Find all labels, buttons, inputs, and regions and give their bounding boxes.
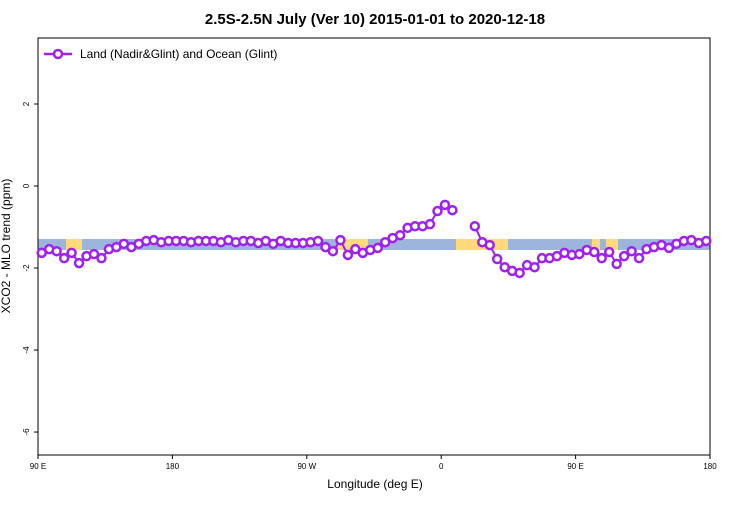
x-tick-label: 90 E: [567, 462, 583, 471]
y-tick-label: -4: [22, 346, 31, 354]
data-point: [96, 252, 107, 264]
data-point: [73, 257, 85, 269]
x-tick-label: 90 W: [297, 462, 316, 471]
data-point: [379, 236, 391, 248]
y-tick-label: 2: [22, 101, 31, 106]
series-line: [41, 203, 707, 275]
data-point: [51, 245, 62, 257]
data-point: [596, 252, 607, 264]
data-point: [424, 218, 436, 230]
data-point: [491, 253, 503, 265]
data-point: [469, 220, 481, 232]
x-tick-label: 180: [703, 462, 717, 471]
x-tick-label: 0: [439, 462, 444, 471]
y-axis-label: XCO2 - MLO trend (ppm): [0, 179, 13, 314]
y-tick-label: -6: [22, 428, 31, 436]
legend-marker: [52, 48, 64, 60]
data-point: [66, 247, 77, 259]
x-tick-label: 180: [166, 462, 180, 471]
data-point: [484, 239, 495, 251]
data-point: [342, 249, 354, 261]
data-point: [327, 245, 339, 257]
y-tick-label: -2: [22, 264, 31, 272]
data-point: [603, 246, 615, 258]
legend-label: Land (Nadir&Glint) and Ocean (Glint): [80, 47, 277, 61]
data-point: [701, 235, 712, 247]
data-point: [633, 252, 645, 264]
y-tick-label: 0: [22, 183, 31, 188]
data-point: [320, 241, 331, 253]
data-point: [432, 205, 443, 217]
data-point: [439, 199, 451, 211]
data-point: [394, 229, 406, 241]
x-tick-label: 90 E: [30, 462, 46, 471]
chart-title: 2.5S-2.5N July (Ver 10) 2015-01-01 to 20…: [205, 11, 545, 28]
data-point: [574, 248, 585, 260]
data-point: [663, 242, 675, 254]
data-point: [618, 250, 630, 262]
data-point: [514, 267, 525, 279]
data-point: [312, 235, 324, 247]
data-point: [88, 248, 100, 260]
data-point: [372, 242, 383, 254]
data-point: [447, 204, 458, 216]
data-point: [589, 246, 600, 258]
x-axis-label: Longitude (deg E): [327, 477, 422, 491]
data-point: [58, 252, 70, 264]
data-point: [626, 245, 637, 257]
plot-frame: [37, 37, 711, 456]
data-point: [335, 234, 346, 246]
data-point: [611, 258, 622, 270]
data-point: [529, 261, 540, 273]
